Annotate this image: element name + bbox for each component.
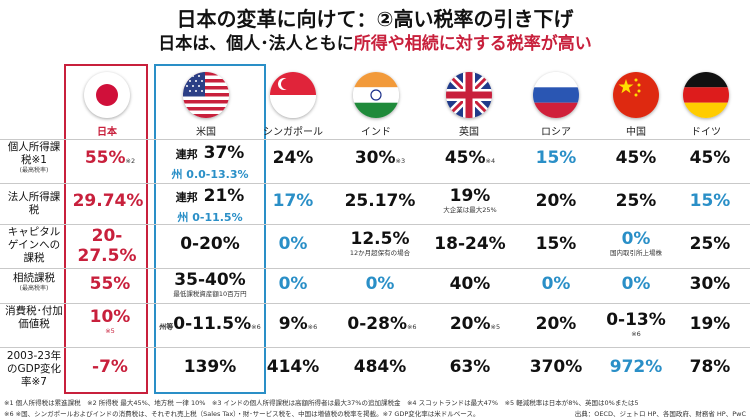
row-label-personal-income: 個人所得課税※1 (最高税率) (7, 141, 61, 174)
cell-singapore-consumption: 9%※6 (278, 314, 318, 334)
cell-russia-corporate: 20% (535, 191, 577, 211)
cell-uk-inheritance: 40% (449, 274, 491, 294)
row-divider (0, 268, 750, 269)
cell-us-personal: 連邦 37% (175, 143, 245, 163)
cell-us-personal-state: 州 0.0-13.3% (171, 168, 249, 181)
singapore-flag-icon (270, 72, 316, 118)
cell-uk-consumption: 20%※5 (449, 314, 501, 334)
row-divider (0, 183, 750, 184)
cell-india-gdp: 484% (353, 357, 407, 377)
usa-flag-icon (183, 72, 229, 118)
cell-us-corporate-state: 州 0-11.5% (177, 211, 243, 224)
cell-singapore-inheritance: 0% (278, 274, 308, 294)
row-label-capital-gains: キャピタルゲインへの課税 (7, 226, 61, 264)
cell-russia-consumption: 20% (535, 314, 577, 334)
cell-uk-corporate: 19% 大企業は最大25% (443, 186, 497, 214)
row-label-corporate-income: 法人所得課税 (7, 191, 61, 216)
cell-singapore-gdp: 414% (266, 357, 320, 377)
japan-highlight-box (64, 64, 148, 394)
row-divider (0, 347, 750, 348)
uk-flag-icon (446, 72, 492, 118)
cell-uk-capital-gains: 18-24% (434, 234, 506, 254)
cell-germany-personal: 45% (689, 148, 731, 168)
country-name-japan: 日本 (97, 127, 117, 138)
cell-us-consumption: 州等0-11.5%※6 (159, 314, 261, 334)
footnote-line-1: ※1 個人所得税は累進課税 ※2 所得税 最大45%、地方税 一律 10% ※3… (4, 399, 639, 407)
cell-japan-personal: 55%※2 (84, 148, 136, 168)
cell-japan-capital-gains: 20-27.5% (77, 226, 137, 266)
russia-flag-icon (533, 72, 579, 118)
cell-china-corporate: 25% (615, 191, 657, 211)
cell-japan-consumption: 10% ※5 (89, 307, 131, 335)
cell-russia-personal: 15% (535, 148, 577, 168)
japan-flag-icon (84, 72, 130, 118)
cell-us-gdp: 139% (183, 357, 237, 377)
cell-china-personal: 45% (615, 148, 657, 168)
cell-germany-gdp: 78% (689, 357, 731, 377)
row-divider (0, 303, 750, 304)
page-title: 日本の変革に向けて：②高い税率の引き下げ (176, 7, 574, 31)
footnote-source: 出典：OECD、ジェトロ HP、各国政府、財務省 HP、PwC (574, 410, 746, 418)
country-name-germany: ドイツ (691, 127, 721, 138)
cell-us-corporate: 連邦 21% (175, 186, 245, 206)
cell-china-inheritance: 0% (621, 274, 651, 294)
us-highlight-box (154, 64, 266, 394)
cell-us-inheritance: 35-40% 最低課税資産額10百万円 (173, 270, 247, 298)
cell-germany-inheritance: 30% (689, 274, 731, 294)
cell-japan-inheritance: 55% (89, 274, 131, 294)
germany-flag-icon (683, 72, 729, 118)
cell-us-capital-gains: 0-20% (180, 234, 240, 254)
cell-germany-consumption: 19% (689, 314, 731, 334)
row-label-inheritance: 相続課税 (最高税率) (13, 272, 55, 292)
china-flag-icon (613, 72, 659, 118)
country-name-china: 中国 (626, 127, 646, 138)
cell-russia-gdp: 370% (529, 357, 583, 377)
country-name-us: 米国 (196, 127, 216, 138)
cell-china-capital-gains: 0% 国内取引所上場株 (610, 229, 662, 257)
cell-india-capital-gains: 12.5% 12か月超保有の場合 (349, 229, 411, 257)
cell-singapore-corporate: 17% (272, 191, 314, 211)
row-divider (0, 224, 750, 225)
cell-japan-gdp: -7% (92, 357, 128, 377)
india-flag-icon (353, 72, 399, 118)
cell-singapore-capital-gains: 0% (278, 234, 308, 254)
cell-japan-corporate: 29.74% (72, 191, 144, 211)
row-label-gdp-change: 2003-23年のGDP変化率※7 (6, 350, 62, 388)
cell-india-personal: 30%※3 (354, 148, 406, 168)
country-name-russia: ロシア (541, 127, 571, 138)
cell-singapore-personal: 24% (272, 148, 314, 168)
cell-uk-gdp: 63% (449, 357, 491, 377)
cell-india-corporate: 25.17% (344, 191, 416, 211)
cell-india-inheritance: 0% (365, 274, 395, 294)
page-subtitle: 日本は、個人･法人ともに所得や相続に対する税率が高い (158, 34, 592, 54)
cell-china-consumption: 0-13% ※6 (606, 310, 666, 338)
country-name-india: インド (361, 127, 391, 138)
cell-india-consumption: 0-28%※6 (347, 314, 417, 334)
cell-germany-capital-gains: 25% (689, 234, 731, 254)
cell-uk-personal: 45%※4 (444, 148, 496, 168)
country-name-uk: 英国 (459, 127, 479, 138)
cell-russia-capital-gains: 15% (535, 234, 577, 254)
country-name-singapore: シンガポール (263, 127, 323, 138)
row-label-consumption-tax: 消費税･付加価値税 (5, 305, 63, 330)
cell-germany-corporate: 15% (689, 191, 731, 211)
cell-russia-inheritance: 0% (541, 274, 571, 294)
footnote-line-2: ※6 ※国、シンガポールおよびインドの消費税は、それぞれ売上税（Sales Ta… (4, 410, 480, 418)
cell-china-gdp: 972% (609, 357, 663, 377)
row-divider (0, 139, 750, 140)
